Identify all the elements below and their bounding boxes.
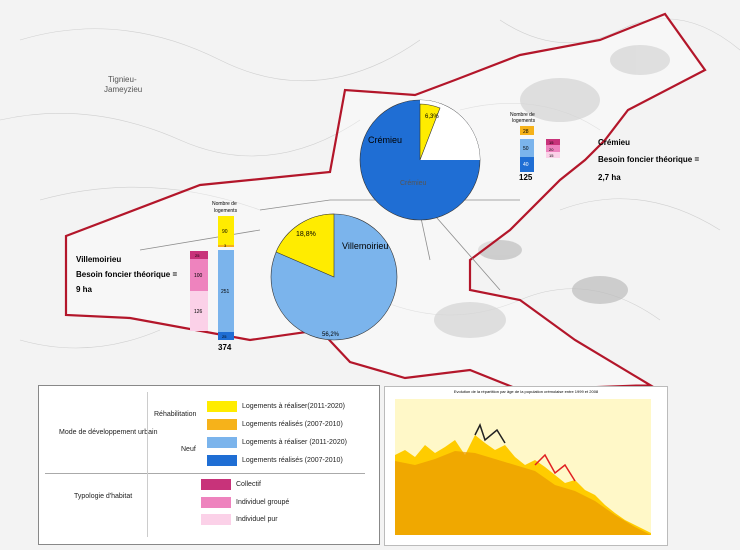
cremieu-pie-rehab-label: 6,3%: [425, 114, 439, 120]
villemoirieu-pie-new-label: 56,2%: [322, 332, 340, 338]
villemoirieu-bars: Nombre de logements 90 3 251 25 25 100 1…: [190, 201, 238, 352]
villemoirieu-bar-pur: [190, 291, 208, 331]
cremieu-bar-new-todo: [520, 139, 534, 157]
villemoirieu-val-rehab-done: 3: [224, 243, 227, 248]
inset-line-highlight: [474, 423, 506, 444]
villemoirieu-besoin-line1: Besoin foncier théorique =: [76, 270, 177, 279]
villemoirieu-val-pur: 126: [194, 309, 203, 315]
villemoirieu-val-new-done: 25: [222, 334, 227, 339]
villemoirieu-val-new-todo: 251: [221, 289, 230, 295]
villemoirieu-pie: 18,8% 56,2%: [270, 213, 398, 341]
relief-hatching: [434, 45, 670, 338]
legend-item-rehab-todo: Logements à réaliser(2011-2020): [242, 403, 345, 410]
legend-divider: [45, 473, 365, 474]
tignieu-label-2: Jameyzieu: [104, 85, 142, 94]
cremieu-bars: Nombre de logements 28 50 40 15 20 15 12…: [510, 112, 560, 182]
legend-swatch-collectif: [201, 479, 231, 490]
villemoirieu-besoin-title: Villemoirieu: [76, 255, 121, 264]
cremieu-val-collectif: 15: [549, 140, 554, 145]
legend-neuf-label: Neuf: [181, 446, 196, 453]
legend-typo-title: Typologie d'habitat: [74, 493, 133, 500]
inset-area-2008: [395, 451, 651, 535]
legend-rehab-label: Réhabilitation: [154, 411, 197, 418]
villemoirieu-pie-rehab: [275, 213, 335, 278]
cremieu-besoin-title: Crémieu: [598, 138, 630, 147]
cremieu-val-rehab-todo: 28: [523, 129, 529, 135]
cremieu-besoin-line2: 2,7 ha: [598, 173, 621, 182]
inset-line-red: [534, 453, 576, 482]
legend-swatch-new-todo: [207, 437, 237, 448]
villemoirieu-bar-rehab-todo: [218, 216, 234, 245]
cremieu-bar-new-done: [520, 157, 534, 172]
cremieu-total: 125: [519, 173, 533, 182]
cremieu-besoin-line1: Besoin foncier théorique =: [598, 155, 699, 164]
cremieu-pie-rehab: [419, 103, 441, 161]
cremieu-val-new-done: 40: [523, 162, 529, 168]
cremieu-val-groupe: 20: [549, 147, 554, 152]
legend-swatch-groupe: [201, 497, 231, 508]
villemoirieu-total: 374: [218, 343, 232, 352]
legend-vertical-divider: [147, 392, 148, 537]
villemoirieu-pie-rehab-label: 18,8%: [296, 231, 316, 238]
legend-swatch-rehab-done: [207, 419, 237, 430]
villemoirieu-bar-rehab-done: [218, 245, 234, 247]
legend-item-pur: Individuel pur: [236, 516, 278, 523]
legend: Mode de développement urbain Réhabilitat…: [38, 385, 380, 545]
cremieu-val-new-todo: 50: [523, 146, 529, 152]
cremieu-bar-collectif: [546, 139, 560, 145]
villemoirieu-besoin-line2: 9 ha: [76, 285, 93, 294]
tignieu-label-1: Tignieu-: [108, 75, 137, 84]
age-distribution-inset: Evolution de la répartition par âge de l…: [384, 386, 668, 546]
legend-swatch-rehab-todo: [207, 401, 237, 412]
inset-chart: [395, 399, 651, 535]
villemoirieu-val-groupe: 100: [194, 273, 203, 279]
villemoirieu-bar-title-1: Nombre de: [212, 201, 237, 207]
legend-swatch-pur: [201, 514, 231, 525]
villemoirieu-bar-new-done: [218, 332, 234, 340]
villemoirieu-val-collectif: 25: [195, 253, 200, 258]
villemoirieu-val-rehab-todo: 90: [222, 229, 228, 235]
legend-item-new-done: Logements réalisés (2007-2010): [242, 457, 343, 464]
cremieu-val-pur: 15: [549, 153, 554, 158]
cremieu-place-label: Crémieu: [368, 135, 402, 145]
legend-item-collectif: Collectif: [236, 481, 261, 488]
cremieu-bar-title-2: logements: [512, 118, 536, 124]
cremieu-bar-rehab-todo: [520, 126, 534, 135]
villemoirieu-bar-title-2: logements: [214, 208, 238, 214]
cremieu-pie-new-label: 18,6%: [456, 142, 474, 148]
legend-item-rehab-done: Logements réalisés (2007-2010): [242, 421, 343, 428]
legend-swatch-new-done: [207, 455, 237, 466]
cremieu-bar-groupe: [546, 145, 560, 152]
villemoirieu-place-label: Villemoirieu: [342, 241, 388, 251]
inset-title: Evolution de la répartition par âge de l…: [453, 389, 599, 394]
legend-item-groupe: Individuel groupé: [236, 499, 290, 506]
cremieu-bar-pur: [546, 152, 560, 158]
villemoirieu-bar-collectif: [190, 251, 208, 259]
villemoirieu-bar-new-todo: [218, 250, 234, 332]
cremieu-town-label: Crémieu: [400, 180, 427, 187]
legend-item-new-todo: Logements à réaliser (2011-2020): [242, 439, 347, 446]
legend-mode-title: Mode de développement urbain: [59, 429, 158, 436]
cremieu-bar-title-1: Nombre de: [510, 112, 535, 118]
cremieu-pie: 6,3% 18,6%: [359, 99, 481, 221]
villemoirieu-bar-groupe: [190, 259, 208, 291]
